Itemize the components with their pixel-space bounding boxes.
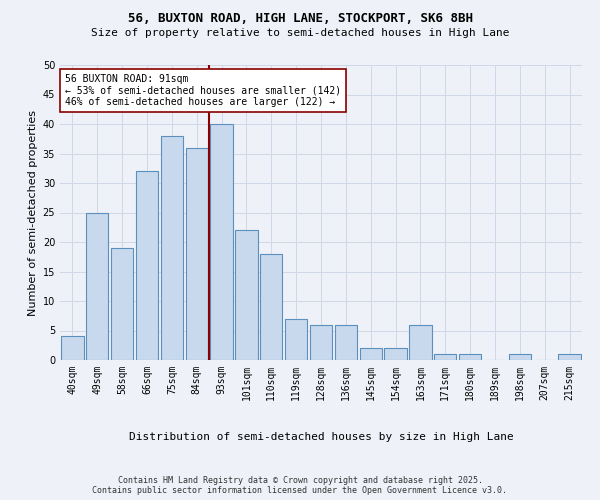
Bar: [285, 318, 307, 360]
Bar: [185, 148, 208, 360]
Bar: [385, 348, 407, 360]
Bar: [359, 348, 382, 360]
Text: 56, BUXTON ROAD, HIGH LANE, STOCKPORT, SK6 8BH: 56, BUXTON ROAD, HIGH LANE, STOCKPORT, S…: [128, 12, 473, 26]
Bar: [509, 354, 531, 360]
Bar: [434, 354, 457, 360]
Bar: [335, 324, 357, 360]
Y-axis label: Number of semi-detached properties: Number of semi-detached properties: [28, 110, 38, 316]
Bar: [409, 324, 431, 360]
Text: Distribution of semi-detached houses by size in High Lane: Distribution of semi-detached houses by …: [128, 432, 514, 442]
Bar: [260, 254, 283, 360]
Bar: [86, 212, 109, 360]
Text: Size of property relative to semi-detached houses in High Lane: Size of property relative to semi-detach…: [91, 28, 509, 38]
Bar: [310, 324, 332, 360]
Bar: [459, 354, 481, 360]
Bar: [161, 136, 183, 360]
Bar: [61, 336, 83, 360]
Bar: [559, 354, 581, 360]
Text: Contains HM Land Registry data © Crown copyright and database right 2025.
Contai: Contains HM Land Registry data © Crown c…: [92, 476, 508, 495]
Bar: [235, 230, 257, 360]
Bar: [111, 248, 133, 360]
Bar: [136, 171, 158, 360]
Text: 56 BUXTON ROAD: 91sqm
← 53% of semi-detached houses are smaller (142)
46% of sem: 56 BUXTON ROAD: 91sqm ← 53% of semi-deta…: [65, 74, 341, 107]
Bar: [211, 124, 233, 360]
